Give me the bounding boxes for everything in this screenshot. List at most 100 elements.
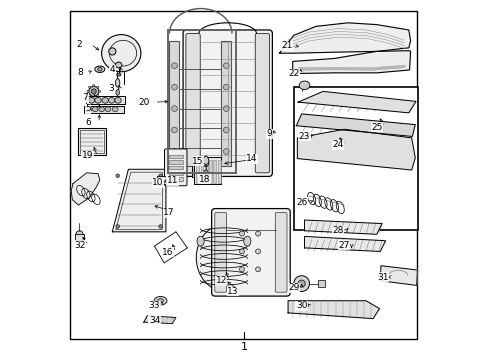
Text: 30: 30 (295, 301, 307, 310)
Bar (157, 176, 165, 184)
FancyBboxPatch shape (275, 212, 286, 292)
Text: 10: 10 (152, 178, 163, 187)
Ellipse shape (203, 170, 207, 174)
FancyBboxPatch shape (214, 212, 226, 292)
Ellipse shape (115, 62, 122, 68)
Ellipse shape (76, 231, 83, 238)
Ellipse shape (108, 48, 116, 55)
Ellipse shape (116, 174, 119, 177)
Bar (204, 159, 207, 183)
Ellipse shape (159, 225, 162, 228)
Bar (168, 155, 183, 158)
Text: 3: 3 (108, 84, 114, 93)
Text: 12: 12 (215, 276, 226, 285)
Polygon shape (298, 91, 415, 113)
Ellipse shape (299, 81, 309, 90)
Ellipse shape (223, 106, 229, 111)
Bar (168, 160, 183, 163)
Bar (221, 41, 231, 166)
Bar (200, 159, 203, 183)
Text: 1: 1 (241, 342, 247, 352)
Ellipse shape (255, 231, 260, 236)
Ellipse shape (88, 86, 91, 89)
Ellipse shape (223, 84, 229, 90)
Ellipse shape (99, 107, 104, 112)
Ellipse shape (97, 86, 99, 89)
Bar (193, 157, 220, 184)
Text: 17: 17 (163, 208, 174, 217)
Ellipse shape (197, 236, 203, 246)
Ellipse shape (171, 106, 177, 111)
Text: 16: 16 (162, 248, 173, 257)
Text: 5: 5 (85, 104, 91, 113)
Ellipse shape (108, 98, 115, 103)
Bar (293, 87, 417, 230)
Ellipse shape (88, 94, 91, 96)
Ellipse shape (298, 280, 305, 287)
Text: 18: 18 (198, 175, 210, 184)
Polygon shape (279, 23, 410, 53)
Text: 24: 24 (332, 140, 343, 149)
Bar (85, 96, 124, 104)
Text: 19: 19 (81, 151, 93, 160)
Bar (168, 166, 183, 169)
Ellipse shape (115, 98, 121, 103)
Bar (317, 280, 324, 287)
Ellipse shape (98, 67, 102, 71)
Ellipse shape (239, 267, 244, 272)
Ellipse shape (95, 66, 104, 72)
Bar (213, 159, 216, 183)
Bar (196, 159, 199, 183)
Text: 2: 2 (77, 40, 82, 49)
Text: 31: 31 (377, 273, 388, 282)
Text: 29: 29 (287, 283, 299, 292)
Bar (168, 172, 183, 175)
Polygon shape (143, 316, 176, 324)
Polygon shape (71, 173, 100, 205)
Ellipse shape (92, 107, 98, 112)
Ellipse shape (93, 85, 95, 87)
Ellipse shape (115, 78, 120, 87)
Bar (217, 159, 220, 183)
FancyBboxPatch shape (255, 33, 269, 173)
Bar (209, 159, 212, 183)
Text: 27: 27 (337, 240, 349, 249)
Ellipse shape (88, 86, 99, 96)
Text: 25: 25 (370, 123, 382, 132)
Bar (167, 30, 235, 173)
Ellipse shape (84, 107, 88, 111)
Bar (78, 128, 106, 155)
Ellipse shape (159, 174, 162, 177)
Polygon shape (292, 51, 410, 73)
Ellipse shape (196, 225, 251, 291)
Ellipse shape (112, 107, 118, 112)
Polygon shape (304, 220, 381, 234)
Text: 7: 7 (82, 93, 88, 102)
FancyBboxPatch shape (164, 149, 186, 186)
FancyBboxPatch shape (185, 33, 200, 173)
Bar (75, 234, 84, 240)
Text: 22: 22 (287, 69, 299, 78)
Ellipse shape (154, 296, 166, 305)
Polygon shape (287, 301, 379, 319)
Text: 28: 28 (332, 226, 343, 235)
Polygon shape (296, 114, 414, 136)
Ellipse shape (86, 107, 92, 112)
Ellipse shape (293, 276, 309, 292)
Ellipse shape (255, 249, 260, 254)
Text: 6: 6 (85, 118, 91, 127)
Ellipse shape (116, 225, 119, 228)
Text: 21: 21 (281, 41, 292, 50)
Text: 20: 20 (138, 98, 149, 107)
Ellipse shape (171, 127, 177, 133)
Ellipse shape (88, 98, 95, 103)
Text: 4: 4 (109, 66, 115, 75)
Text: 34: 34 (148, 315, 160, 324)
Ellipse shape (171, 63, 177, 68)
FancyBboxPatch shape (211, 208, 290, 296)
Bar (168, 177, 183, 181)
FancyBboxPatch shape (183, 30, 272, 176)
Ellipse shape (98, 90, 101, 93)
Ellipse shape (239, 249, 244, 254)
Ellipse shape (203, 156, 208, 167)
